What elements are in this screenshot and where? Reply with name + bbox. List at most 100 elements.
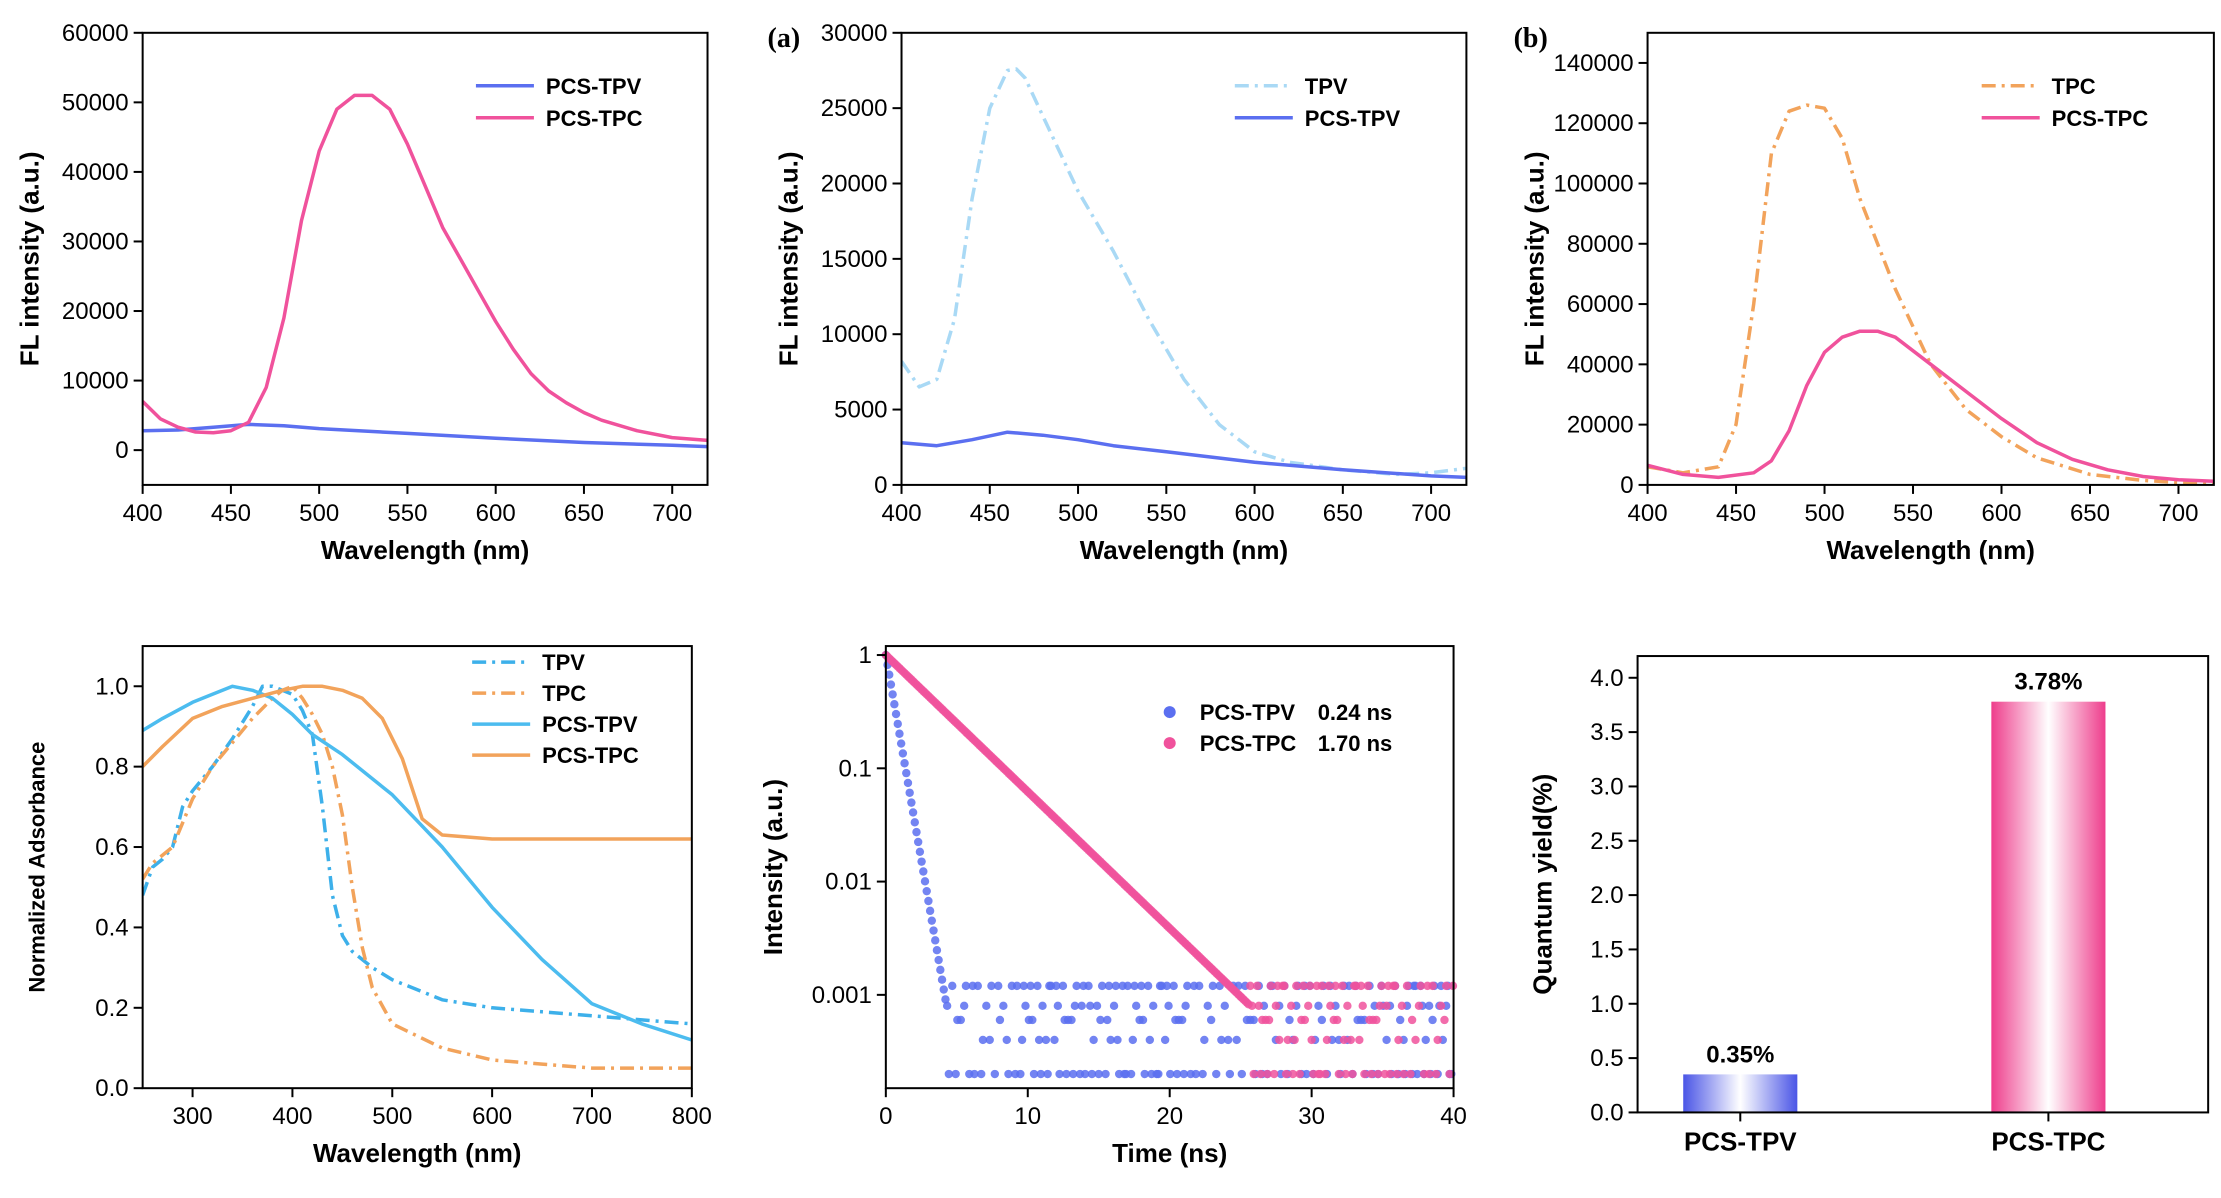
y-axis-title: Intensity (a.u.) <box>758 779 788 955</box>
data-point <box>1302 1069 1311 1079</box>
data-point <box>1237 1069 1247 1079</box>
data-point <box>1394 1035 1403 1045</box>
y-tick-label: 0.0 <box>95 1075 128 1102</box>
data-point <box>1363 981 1373 991</box>
data-point <box>885 670 894 679</box>
y-tick-label: 50000 <box>62 89 129 116</box>
data-point <box>1062 1069 1071 1079</box>
data-point <box>1414 1001 1424 1011</box>
series-line-pcs-tpc <box>142 93 708 443</box>
data-point <box>1177 1015 1187 1025</box>
data-point <box>1326 1001 1335 1011</box>
bar-pcs-tpc <box>1991 701 2106 1113</box>
data-point <box>1355 1035 1364 1045</box>
data-point <box>1017 1035 1027 1045</box>
data-point <box>1413 1069 1422 1079</box>
data-point <box>1317 981 1327 991</box>
data-point <box>1096 1015 1105 1025</box>
data-point <box>896 739 906 748</box>
data-point <box>937 975 947 984</box>
y-tick-label: 0.2 <box>95 995 128 1022</box>
y-tick-label: 3.5 <box>1590 719 1623 746</box>
data-point <box>1421 1035 1430 1045</box>
x-tick-label: 550 <box>387 500 427 527</box>
data-point <box>1058 981 1068 991</box>
data-point <box>1338 981 1347 991</box>
data-point <box>1266 981 1275 991</box>
x-category-label: PCS-TPC <box>1991 1126 2105 1156</box>
x-tick-label: 40 <box>1440 1103 1467 1130</box>
data-point <box>910 818 919 827</box>
data-point <box>1295 1069 1304 1079</box>
data-point <box>1004 1069 1013 1079</box>
data-point <box>1038 1001 1047 1011</box>
series-line-tpc <box>1647 103 2214 485</box>
y-axis-title: FL intensity (a.u.) <box>1520 151 1550 366</box>
data-point <box>1126 1069 1136 1079</box>
x-tick-label: 650 <box>2070 500 2110 527</box>
y-tick-label: 0.001 <box>812 982 872 1009</box>
data-point <box>990 1069 1000 1079</box>
bar-pcs-tpv <box>1683 1074 1798 1113</box>
data-point <box>1103 1015 1112 1025</box>
y-tick-label: 0 <box>1620 472 1633 499</box>
y-tick-label: 25000 <box>821 95 888 122</box>
data-point <box>948 981 957 991</box>
y-tick-label: 0.8 <box>95 754 128 781</box>
data-point <box>1092 1001 1102 1011</box>
x-tick-label: 400 <box>882 500 922 527</box>
y-tick-label: 1.5 <box>1590 936 1623 963</box>
data-point <box>1232 1035 1241 1045</box>
y-tick-label: 0.5 <box>1590 1045 1623 1072</box>
data-point <box>1094 1069 1103 1079</box>
y-tick-label: 0 <box>874 472 887 499</box>
data-point <box>1305 981 1315 991</box>
data-point <box>1348 1069 1357 1079</box>
data-point <box>934 955 943 965</box>
data-point <box>1392 1069 1401 1079</box>
legend-label: PCS-TPV <box>1200 700 1296 725</box>
legend-label: PCS-TPC <box>546 106 643 131</box>
bar-value-label: 0.35% <box>1706 1041 1774 1068</box>
x-tick-label: 450 <box>211 500 251 527</box>
data-point <box>995 1015 1005 1025</box>
data-point <box>1249 1015 1258 1025</box>
y-tick-label: 1.0 <box>1590 991 1623 1018</box>
data-point <box>1028 1015 1037 1025</box>
data-point <box>1162 981 1172 991</box>
series-line-tpv <box>142 684 692 1026</box>
x-tick-label: 650 <box>564 500 604 527</box>
x-tick-label: 600 <box>1235 500 1275 527</box>
x-axis-title: Wavelength (nm) <box>1080 535 1288 565</box>
data-point <box>1043 1069 1052 1079</box>
data-point <box>978 1035 988 1045</box>
x-tick-label: 700 <box>1411 500 1451 527</box>
x-tick-label: 500 <box>1805 500 1845 527</box>
data-point <box>1143 981 1153 991</box>
y-tick-label: 20000 <box>821 171 888 198</box>
legend-label: PCS-TPC <box>542 743 639 768</box>
y-tick-label: 40000 <box>1567 351 1634 378</box>
data-point <box>1360 1069 1369 1079</box>
x-tick-label: 400 <box>123 500 163 527</box>
x-tick-label: 400 <box>1628 500 1668 527</box>
data-point <box>1169 981 1178 991</box>
x-tick-label: 700 <box>652 500 692 527</box>
y-tick-label: 2.0 <box>1590 882 1623 909</box>
x-tick-label: 0 <box>879 1103 892 1130</box>
data-point <box>1164 1001 1173 1011</box>
data-point <box>1087 1069 1097 1079</box>
data-point <box>1441 981 1451 991</box>
data-point <box>905 788 914 797</box>
y-tick-label: 140000 <box>1553 50 1633 77</box>
data-point <box>1440 1015 1449 1025</box>
x-tick-label: 20 <box>1156 1103 1183 1130</box>
data-point <box>1341 1069 1350 1079</box>
data-point <box>1101 1069 1110 1079</box>
y-tick-label: 3.0 <box>1590 773 1623 800</box>
data-point <box>1269 1069 1279 1079</box>
data-point <box>1200 1035 1209 1045</box>
data-point <box>1406 1069 1415 1079</box>
data-point <box>1068 1069 1078 1079</box>
